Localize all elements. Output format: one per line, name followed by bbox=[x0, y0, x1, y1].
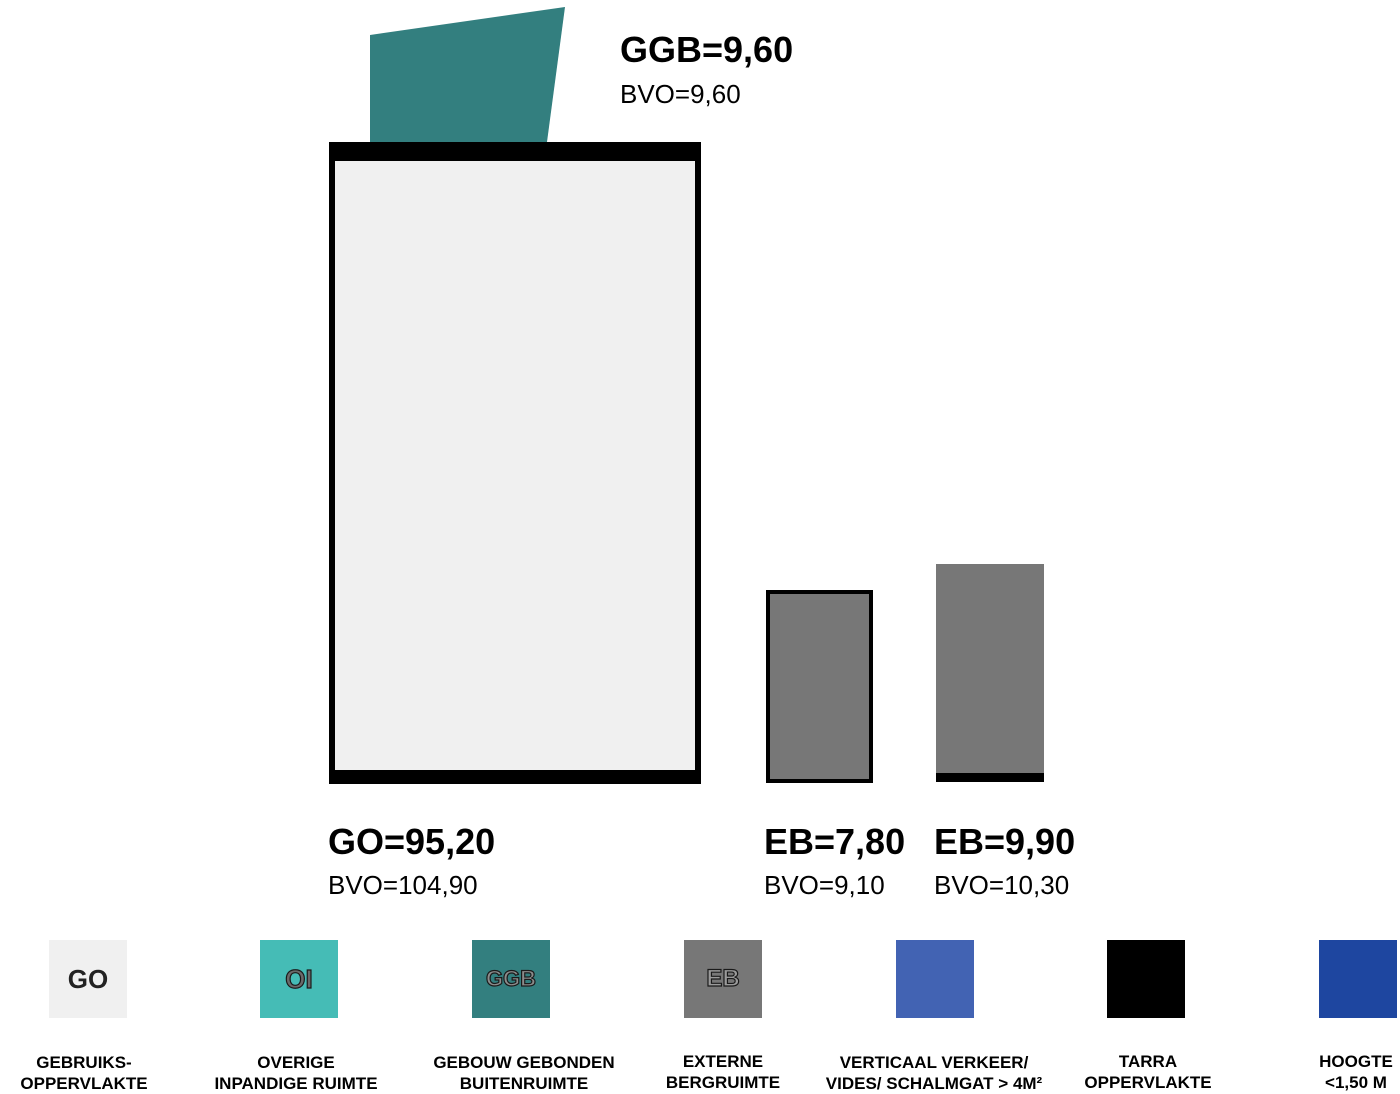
legend-label-ggb: GEBOUW GEBONDEN BUITENRUIMTE bbox=[404, 1052, 644, 1094]
go-tarra-bottom bbox=[329, 770, 701, 783]
legend-label-ggb-line1: GEBOUW GEBONDEN bbox=[433, 1053, 615, 1072]
ggb-shape bbox=[370, 7, 565, 142]
legend-swatch-tarra bbox=[1107, 940, 1185, 1018]
legend-code-go: GO bbox=[67, 963, 109, 994]
eb1-bvo: BVO=9,10 bbox=[764, 870, 885, 900]
go-tarra-top bbox=[329, 142, 701, 161]
legend-label-oi-line2: INPANDIGE RUIMTE bbox=[214, 1074, 378, 1093]
ggb-title: GGB=9,60 bbox=[620, 29, 794, 70]
eb2-tarra-bottom bbox=[936, 773, 1044, 782]
legend-code-eb: EB bbox=[706, 964, 741, 992]
legend-swatch-eb: EB bbox=[684, 940, 762, 1018]
legend-label-eb-line2: BERGRUIMTE bbox=[665, 1073, 781, 1092]
legend-code-oi: OI bbox=[285, 963, 314, 994]
legend-swatch-ggb: GGB bbox=[472, 940, 550, 1018]
legend-label-tarra: TARRA OPPERVLAKTE bbox=[1028, 1051, 1268, 1093]
eb1-title: EB=7,80 bbox=[764, 821, 906, 862]
legend-label-ggb-line2: BUITENRUIMTE bbox=[459, 1074, 589, 1093]
legend-label-tarra-line1: TARRA bbox=[1118, 1052, 1178, 1071]
legend-label-eb-line1: EXTERNE bbox=[682, 1052, 764, 1071]
go-bvo: BVO=104,90 bbox=[328, 870, 478, 900]
eb2-title: EB=9,90 bbox=[934, 821, 1076, 862]
legend-label-go-line2: OPPERVLAKTE bbox=[20, 1074, 148, 1093]
legend-label-verkeer-line2: VIDES/ SCHALMGAT > 4M² bbox=[825, 1074, 1043, 1093]
ggb-bvo: BVO=9,60 bbox=[620, 79, 741, 109]
legend-label-hoogte: HOOGTE <1,50 M bbox=[1256, 1051, 1400, 1093]
legend-swatch-verkeer bbox=[896, 940, 974, 1018]
go-title: GO=95,20 bbox=[328, 821, 496, 862]
eb2-block bbox=[936, 564, 1044, 782]
legend-label-hoogte-line1: HOOGTE bbox=[1319, 1052, 1393, 1071]
eb1-block bbox=[766, 590, 873, 783]
eb2-bvo: BVO=10,30 bbox=[934, 870, 1070, 900]
legend-label-oi-line1: OVERIGE bbox=[257, 1053, 335, 1072]
go-block bbox=[329, 142, 701, 784]
legend-label-go: GEBRUIKS- OPPERVLAKTE bbox=[0, 1052, 204, 1094]
legend-swatch-go: GO bbox=[49, 940, 127, 1018]
legend-label-verkeer: VERTICAAL VERKEER/ VIDES/ SCHALMGAT > 4M… bbox=[814, 1052, 1054, 1094]
legend-label-oi: OVERIGE INPANDIGE RUIMTE bbox=[176, 1052, 416, 1094]
legend-label-hoogte-line2: <1,50 M bbox=[1325, 1073, 1387, 1092]
legend-label-eb: EXTERNE BERGRUIMTE bbox=[603, 1051, 843, 1093]
legend-label-tarra-line2: OPPERVLAKTE bbox=[1084, 1073, 1212, 1092]
legend-swatch-hoogte bbox=[1319, 940, 1397, 1018]
legend-swatch-oi: OI bbox=[260, 940, 338, 1018]
legend-label-go-line1: GEBRUIKS- bbox=[36, 1053, 132, 1072]
legend-code-ggb: GGB bbox=[485, 965, 537, 991]
legend-label-verkeer-line1: VERTICAAL VERKEER/ bbox=[839, 1053, 1029, 1072]
